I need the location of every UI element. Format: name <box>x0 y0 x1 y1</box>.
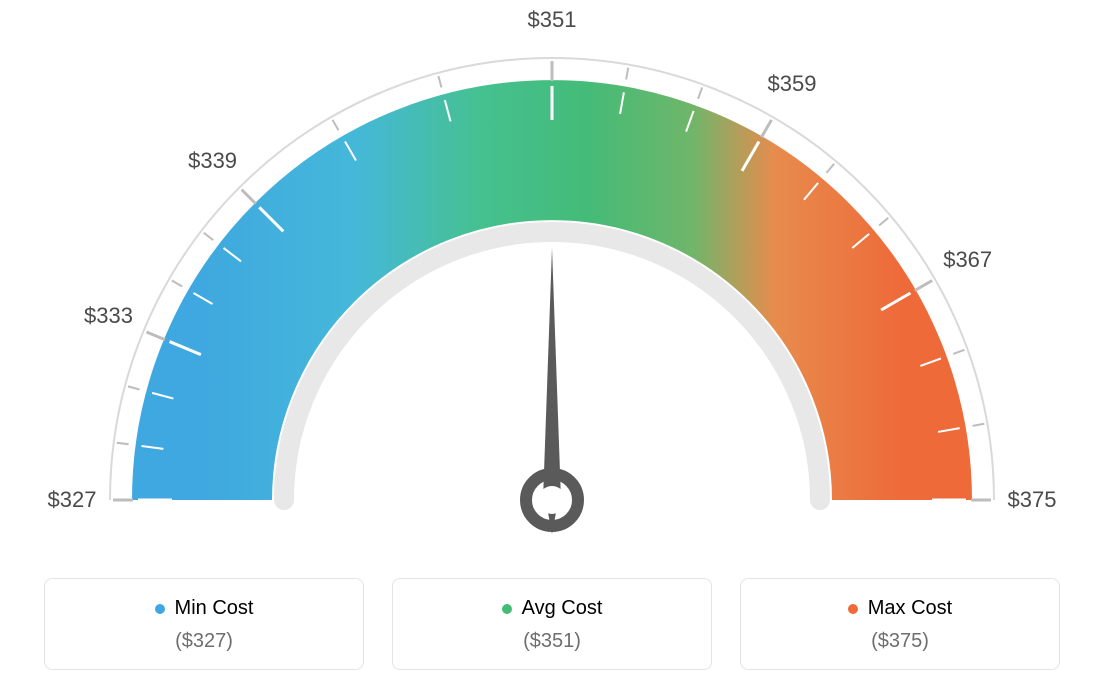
legend-title-avg: Avg Cost <box>502 597 603 620</box>
legend-value-max: ($375) <box>751 630 1049 653</box>
legend-card-max: Max Cost ($375) <box>740 578 1060 670</box>
legend-label-max: Max Cost <box>868 597 952 620</box>
legend-title-max: Max Cost <box>848 597 952 620</box>
legend-dot-avg <box>502 604 512 614</box>
gauge-tick-label: $375 <box>1008 487 1057 513</box>
gauge-tick-label: $351 <box>528 7 577 33</box>
gauge-svg <box>0 0 1104 560</box>
legend-card-avg: Avg Cost ($351) <box>392 578 712 670</box>
legend-label-avg: Avg Cost <box>522 597 603 620</box>
gauge-tick-label: $367 <box>943 247 992 273</box>
gauge-chart: $327 $333 $339 $351 $359 $367 $375 <box>0 0 1104 560</box>
legend-card-min: Min Cost ($327) <box>44 578 364 670</box>
legend-title-min: Min Cost <box>155 597 254 620</box>
gauge-tick-label: $333 <box>84 303 133 329</box>
legend-value-min: ($327) <box>55 630 353 653</box>
legend-label-min: Min Cost <box>175 597 254 620</box>
legend-dot-max <box>848 604 858 614</box>
gauge-tick-label: $359 <box>768 71 817 97</box>
gauge-tick-label: $339 <box>188 148 237 174</box>
legend-dot-min <box>155 604 165 614</box>
legend-value-avg: ($351) <box>403 630 701 653</box>
legend-row: Min Cost ($327) Avg Cost ($351) Max Cost… <box>0 578 1104 670</box>
gauge-tick-label: $327 <box>48 487 97 513</box>
